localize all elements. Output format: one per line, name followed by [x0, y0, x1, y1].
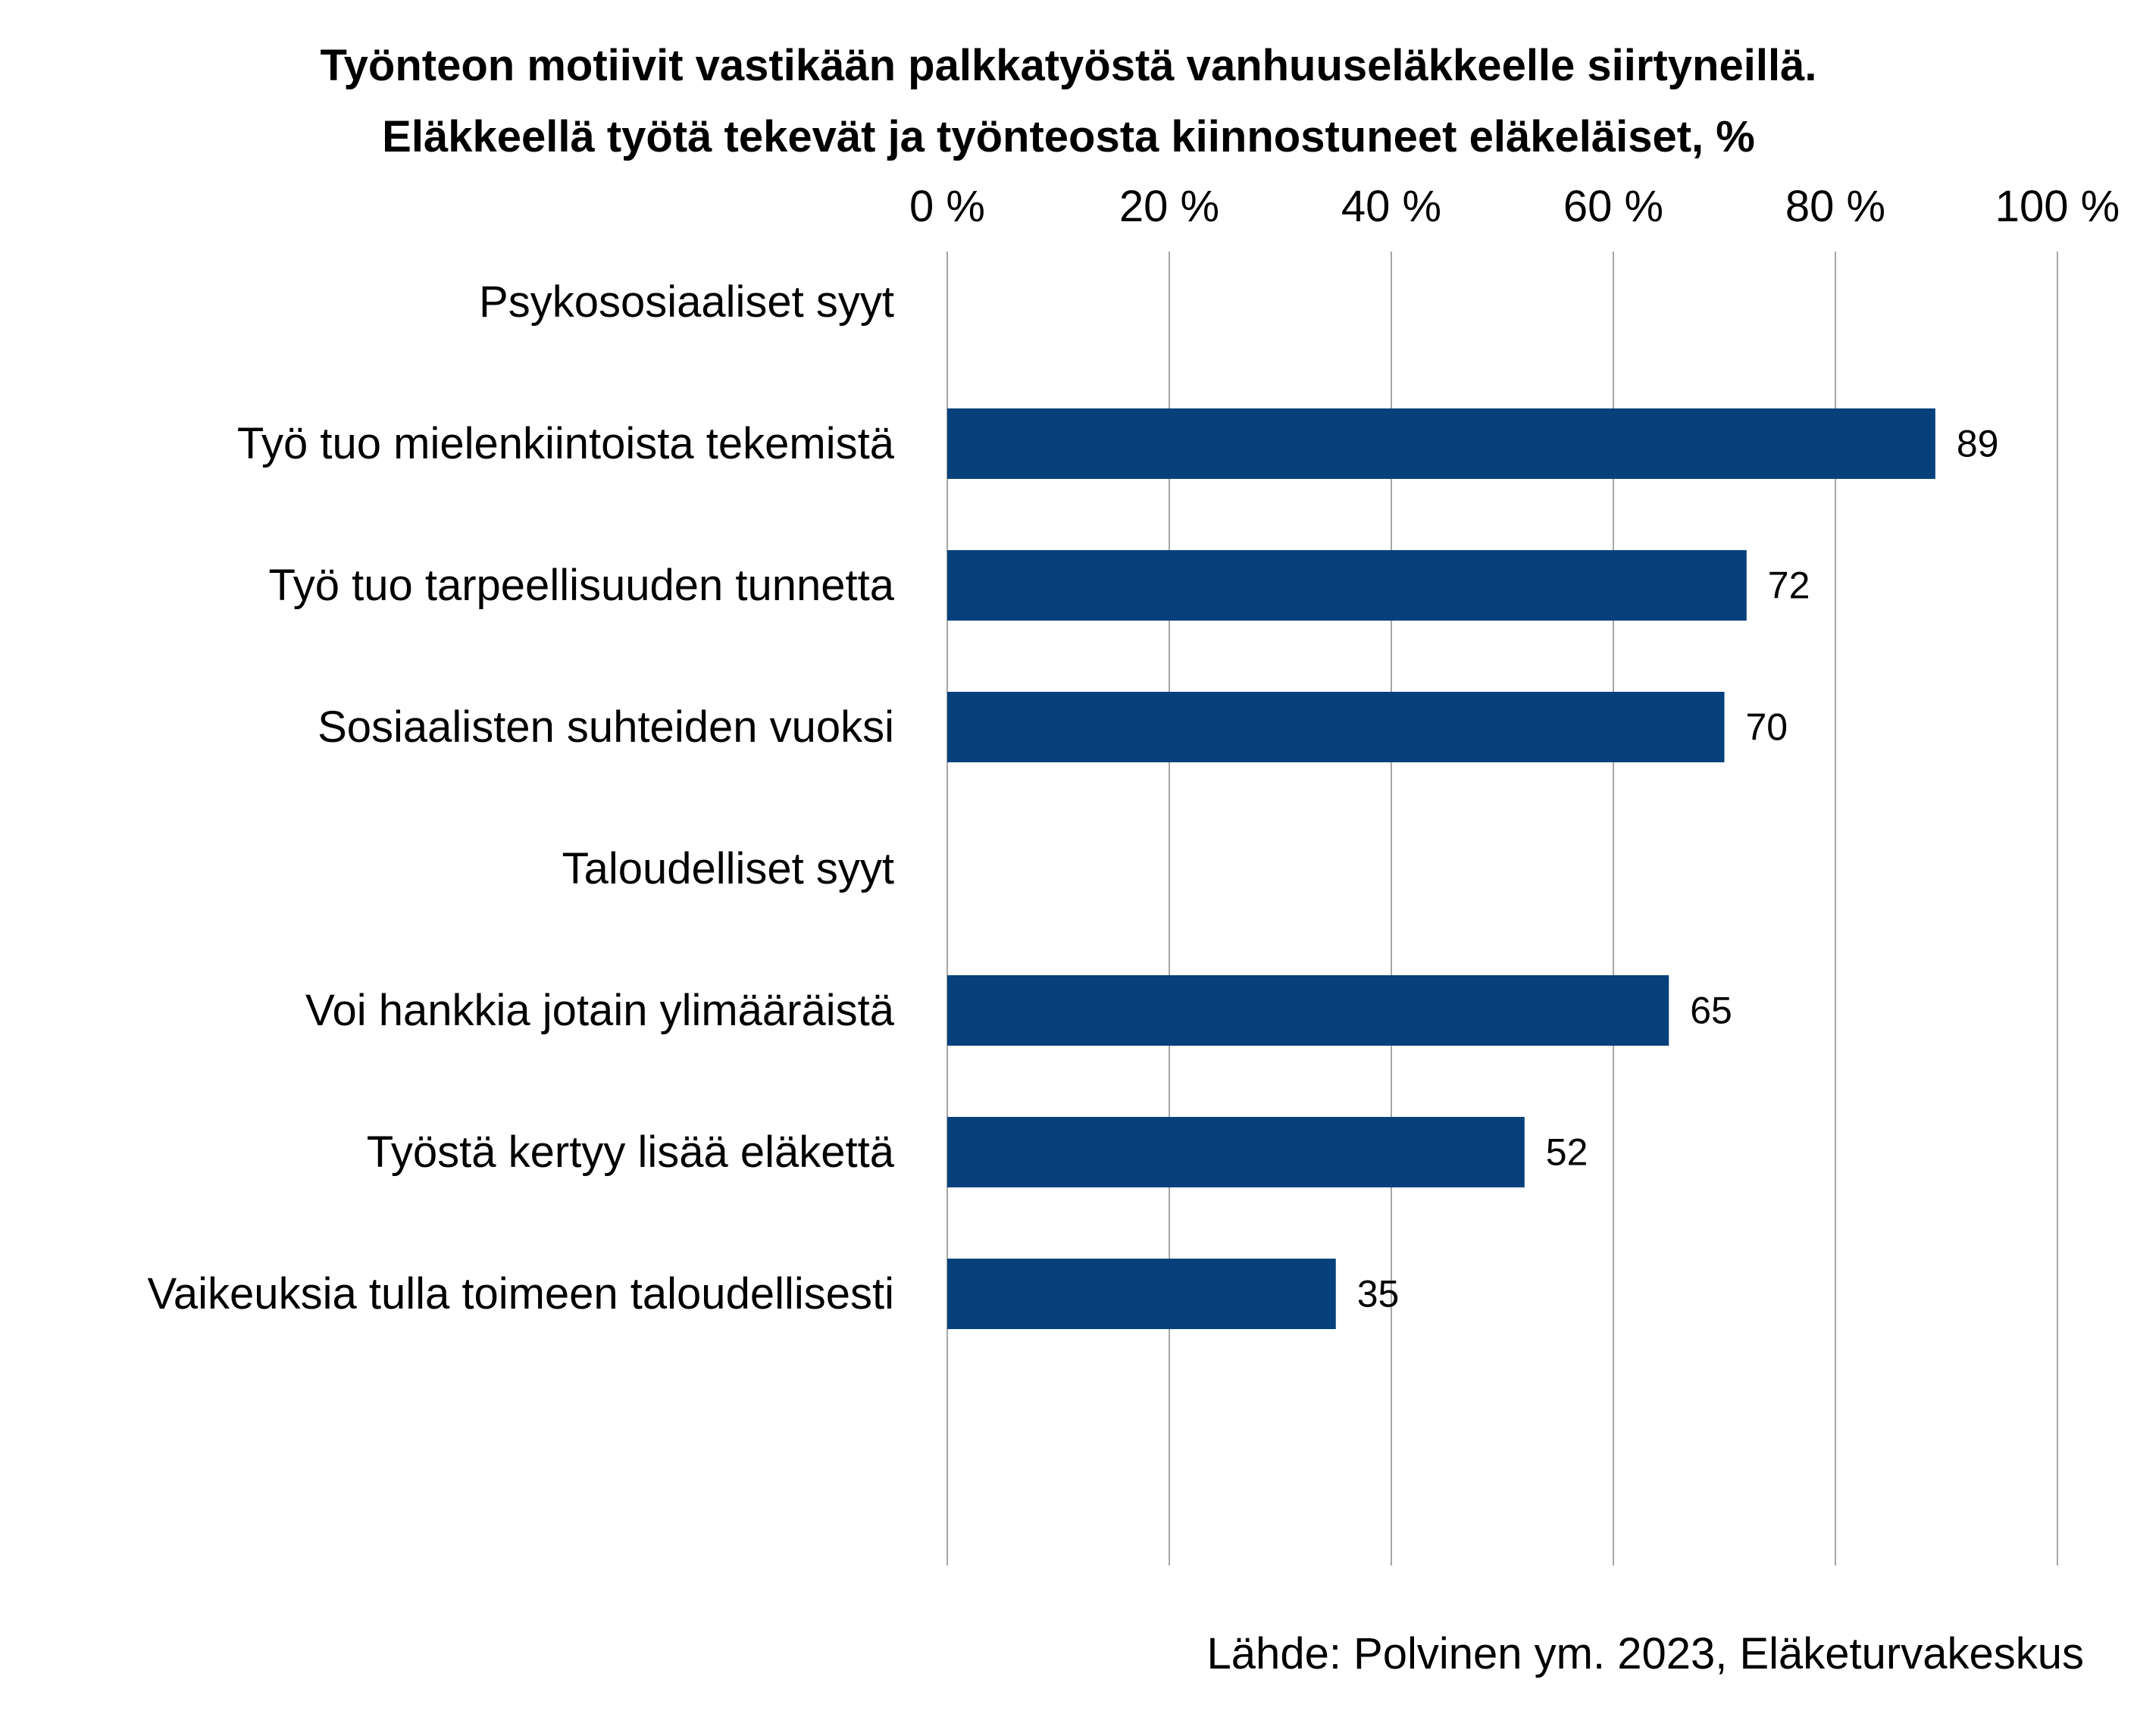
category-label: Työ tuo tarpeellisuuden tunnetta — [269, 561, 895, 610]
data-label: 89 — [1957, 423, 1999, 465]
bar — [947, 1117, 1525, 1187]
source-note: Lähde: Polvinen ym. 2023, Eläketurvakesk… — [1206, 1629, 2084, 1678]
x-tick-label: 100 % — [1995, 182, 2120, 231]
bar — [947, 408, 1935, 479]
x-axis-ticks: 0 % 20 % 40 % 60 % 80 % 100 % — [909, 182, 2120, 231]
chart-title: Työnteon motiivit vastikään palkkatyöstä… — [0, 30, 2137, 173]
category-label: Työ tuo mielenkiintoista tekemistä — [237, 419, 895, 468]
data-label: 72 — [1768, 565, 1810, 607]
data-labels: 89 72 70 65 52 35 — [1357, 423, 1999, 1315]
category-label: Taloudelliset syyt — [562, 844, 894, 893]
category-label: Vaikeuksia tulla toimeen taloudellisesti — [148, 1269, 894, 1318]
data-label: 65 — [1690, 990, 1732, 1032]
x-tick-label: 0 % — [909, 182, 985, 231]
bar — [947, 975, 1669, 1046]
category-label: Voi hankkia jotain ylimääräistä — [305, 986, 895, 1035]
category-label: Työstä kertyy lisää eläkettä — [367, 1128, 895, 1177]
x-tick-label: 60 % — [1563, 182, 1663, 231]
data-label: 52 — [1546, 1131, 1588, 1174]
category-label: Sosiaalisten suhteiden vuoksi — [318, 702, 894, 752]
x-tick-label: 80 % — [1785, 182, 1885, 231]
bar — [947, 1259, 1336, 1329]
chart-title-line-1: Työnteon motiivit vastikään palkkatyöstä… — [320, 41, 1817, 90]
x-tick-label: 20 % — [1119, 182, 1219, 231]
bar — [947, 692, 1725, 762]
data-label: 35 — [1357, 1273, 1400, 1315]
category-labels: Psykososiaaliset syyt Työ tuo mielenkiint… — [148, 277, 895, 1318]
data-label: 70 — [1746, 706, 1788, 749]
x-tick-label: 40 % — [1341, 182, 1441, 231]
category-label: Psykososiaaliset syyt — [479, 277, 894, 327]
chart-subtitle: Eläkkeellä työtä tekevät ja työnteosta k… — [382, 112, 1755, 161]
bars — [947, 408, 1935, 1329]
bar — [947, 550, 1747, 621]
